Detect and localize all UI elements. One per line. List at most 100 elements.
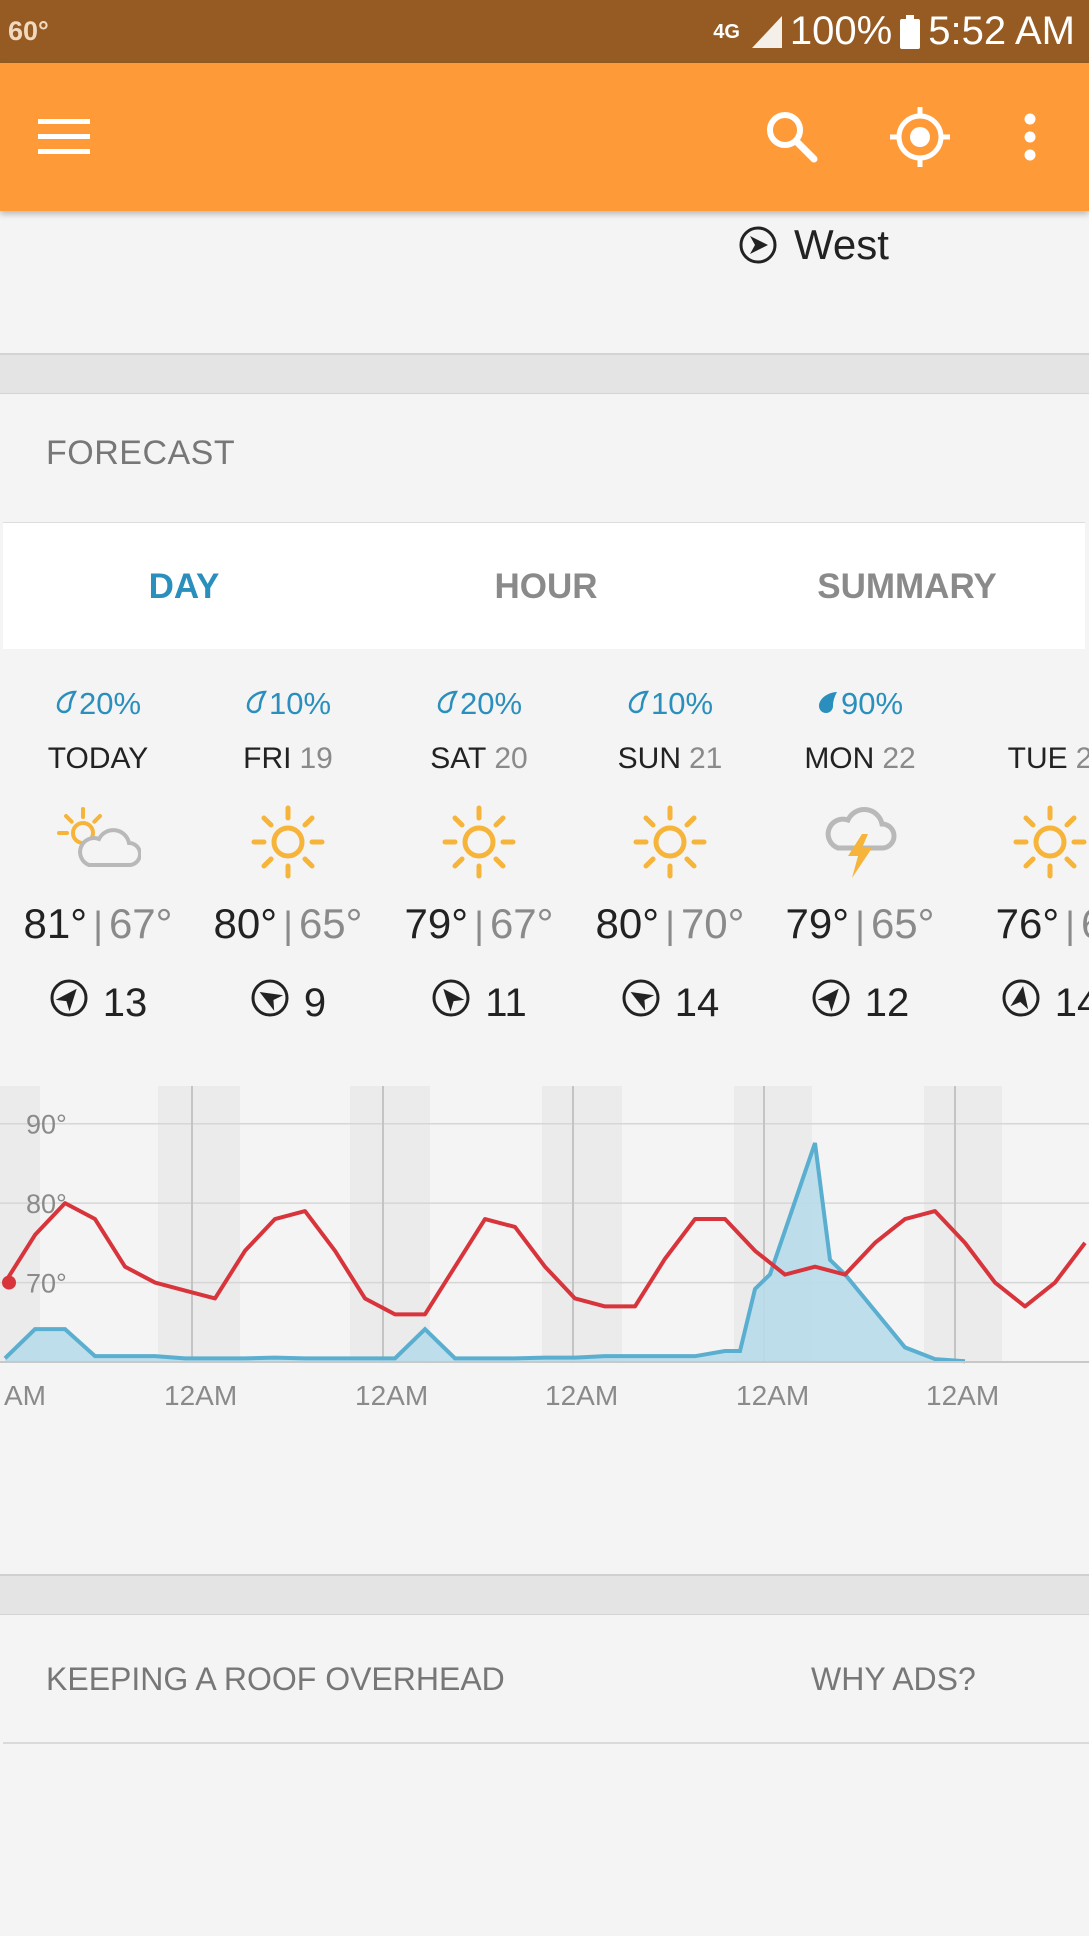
precip-chance: 10% bbox=[193, 684, 383, 724]
temp-separator: | bbox=[474, 905, 484, 947]
day-label: TODAY bbox=[3, 742, 193, 782]
high-temp: 81° bbox=[23, 900, 88, 947]
app-bar bbox=[0, 63, 1089, 211]
forecast-day[interactable]: 20% SAT 20 79° | 67° 11 bbox=[384, 684, 574, 1028]
hamburger-icon[interactable] bbox=[32, 105, 96, 169]
precip-chance: 20% bbox=[3, 684, 193, 724]
temp-separator: | bbox=[283, 905, 293, 947]
precip-value: 20% bbox=[78, 686, 142, 721]
temperature-range: 80° | 65° bbox=[193, 900, 383, 948]
x-tick-label: 12AM bbox=[355, 1380, 428, 1411]
day-label: FRI 19 bbox=[193, 742, 383, 782]
low-temp: 6 bbox=[1081, 900, 1089, 947]
network-type: 4G bbox=[713, 20, 740, 43]
low-temp: 67° bbox=[489, 900, 554, 947]
day-date: 21 bbox=[688, 742, 723, 775]
wind-arrow-icon bbox=[431, 978, 471, 1028]
wind-arrow-icon bbox=[49, 978, 89, 1028]
current-conditions-card: West bbox=[0, 211, 1089, 355]
precip-chance: 90% bbox=[765, 684, 955, 724]
night-band bbox=[542, 1086, 622, 1362]
wind-direction-label: West bbox=[794, 221, 889, 268]
day-date: 19 bbox=[299, 742, 333, 775]
why-ads-link[interactable]: WHY ADS? bbox=[811, 1661, 976, 1697]
night-band bbox=[0, 1086, 40, 1362]
ad-divider bbox=[3, 1742, 1089, 1744]
wind-value: 9 bbox=[303, 980, 327, 1025]
status-time: 5:52 AM bbox=[928, 9, 1075, 53]
search-icon[interactable] bbox=[760, 105, 824, 169]
high-temp: 79° bbox=[404, 900, 469, 947]
day-label: SUN 21 bbox=[575, 742, 765, 782]
low-temp: 65° bbox=[870, 900, 935, 947]
more-vert-icon[interactable] bbox=[998, 105, 1062, 169]
temp-separator: | bbox=[1065, 905, 1076, 947]
day-label: MON 22 bbox=[765, 742, 955, 782]
day-name: TUE bbox=[1007, 742, 1068, 775]
location-target-icon[interactable] bbox=[888, 105, 952, 169]
day-date: 22 bbox=[882, 742, 916, 775]
card-divider bbox=[0, 1576, 1089, 1615]
raindrop-icon bbox=[245, 686, 267, 722]
status-temperature: 60° bbox=[8, 16, 49, 46]
temp-separator: | bbox=[93, 905, 103, 947]
raindrop-icon bbox=[436, 686, 458, 722]
high-temp: 80° bbox=[595, 900, 660, 947]
wind-speed: 12 bbox=[765, 978, 955, 1028]
tab-hour[interactable]: HOUR bbox=[494, 567, 598, 606]
tab-day[interactable]: DAY bbox=[148, 567, 220, 606]
day-date: 20 bbox=[494, 742, 528, 775]
wind-direction-icon bbox=[739, 226, 777, 264]
temperature-range: 81° | 67° bbox=[3, 900, 193, 948]
status-right: 4G 100% 5:52 AM bbox=[713, 9, 1075, 54]
temperature-line bbox=[3, 1201, 1087, 1317]
wind-speed: 14 bbox=[955, 978, 1089, 1028]
battery-icon bbox=[900, 14, 921, 49]
precip-chance bbox=[955, 684, 1089, 724]
day-label: TUE 2 bbox=[955, 742, 1089, 782]
card-divider bbox=[0, 355, 1089, 394]
forecast-day[interactable]: 90% MON 22 79° | 65° 12 bbox=[765, 684, 955, 1028]
tab-summary[interactable]: SUMMARY bbox=[817, 567, 997, 606]
day-name: MON bbox=[804, 742, 875, 775]
day-name: FRI bbox=[243, 742, 292, 775]
wind-value: 13 bbox=[102, 980, 148, 1025]
day-name: SAT bbox=[430, 742, 487, 775]
partly-cloudy-icon bbox=[3, 796, 193, 888]
sunny-icon bbox=[575, 796, 765, 888]
forecast-title: FORECAST bbox=[46, 434, 236, 472]
temperature-range: 79° | 65° bbox=[765, 900, 955, 948]
wind-arrow-icon bbox=[811, 978, 851, 1028]
x-tick-label: AM bbox=[4, 1380, 46, 1411]
forecast-day[interactable]: 10% SUN 21 80° | 70° 14 bbox=[575, 684, 765, 1028]
forecast-tabs: DAY HOUR SUMMARY bbox=[3, 522, 1085, 649]
signal-icon bbox=[751, 15, 782, 48]
wind-value: 12 bbox=[864, 980, 910, 1025]
forecast-day[interactable]: 20% TODAY 81° | 67° 13 bbox=[3, 684, 193, 1028]
ad-title: KEEPING A ROOF OVERHEAD bbox=[46, 1661, 505, 1697]
wind-speed: 14 bbox=[575, 978, 765, 1028]
wind-arrow-icon bbox=[1001, 978, 1041, 1028]
night-band bbox=[924, 1086, 1002, 1362]
day-name: SUN bbox=[617, 742, 681, 775]
precip-value: 20% bbox=[459, 686, 523, 721]
current-temp-point bbox=[2, 1275, 16, 1290]
wind-value: 11 bbox=[485, 980, 527, 1025]
day-name: TODAY bbox=[47, 742, 149, 775]
x-tick-label: 12AM bbox=[926, 1380, 999, 1411]
precip-chance: 10% bbox=[575, 684, 765, 724]
forecast-card: FORECAST DAY HOUR SUMMARY 20% TODAY 81° | 67… bbox=[0, 394, 1089, 1576]
y-tick-label: 70° bbox=[26, 1269, 67, 1299]
y-tick-label: 90° bbox=[26, 1110, 67, 1140]
precip-line bbox=[3, 1142, 966, 1364]
precip-value: 10% bbox=[268, 686, 332, 721]
wind-speed: 13 bbox=[3, 978, 193, 1028]
current-wind: West bbox=[738, 221, 889, 269]
precip-value: 10% bbox=[650, 686, 714, 721]
high-temp: 79° bbox=[785, 900, 850, 947]
forecast-day[interactable]: 10% FRI 19 80° | 65° 9 bbox=[193, 684, 383, 1028]
forecast-chart: 90° 80° 70° AM 12AM 12AM 12AM 12AM 12AM bbox=[0, 1086, 1089, 1411]
sunny-icon bbox=[384, 796, 574, 888]
wind-arrow-icon bbox=[621, 978, 661, 1028]
